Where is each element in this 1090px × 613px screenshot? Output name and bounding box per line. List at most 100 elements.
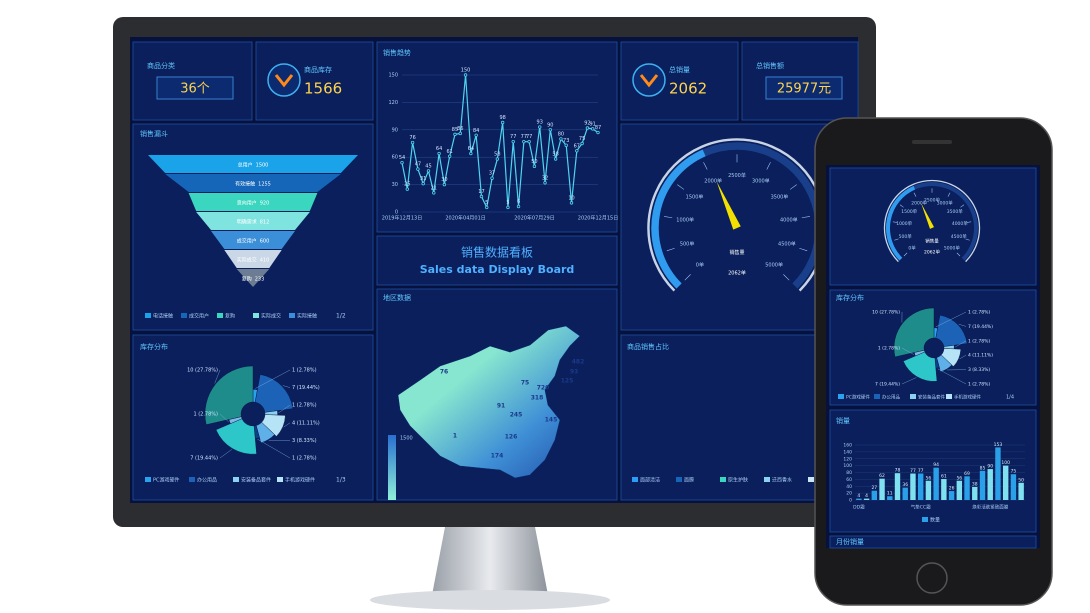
bar — [871, 490, 878, 500]
bar — [887, 496, 893, 500]
y-tick-label: 0 — [395, 210, 398, 216]
legend-swatch — [838, 394, 844, 399]
gauge-tick-label: 1000单 — [676, 216, 694, 223]
leader-line — [958, 324, 967, 327]
leader-line — [955, 340, 967, 348]
data-label: 64 — [468, 146, 474, 152]
panel-title: 地区数据 — [383, 293, 411, 302]
legend-swatch — [181, 313, 187, 318]
point — [495, 157, 500, 161]
slice-label: 1 (2.78%) — [968, 382, 990, 388]
gauge-tick — [783, 274, 790, 281]
kpi-label: 总销售额 — [756, 61, 784, 70]
stage-name: 成交用户 — [237, 237, 257, 244]
gauge-tick — [677, 184, 685, 190]
data-label: 93 — [537, 120, 543, 126]
gauge-tick-label: 0单 — [908, 244, 916, 251]
point — [591, 127, 595, 131]
legend-label: PC游戏硬件 — [153, 477, 180, 484]
point — [500, 120, 505, 125]
legend-label: 安装备品套件 — [918, 394, 945, 401]
map-label: 245 — [510, 412, 523, 419]
gauge-tick-label: 2000单 — [911, 199, 927, 206]
point — [585, 126, 590, 130]
bar — [995, 447, 1001, 500]
home-button[interactable] — [916, 562, 948, 594]
panel-title: 销量 — [836, 416, 850, 425]
kpi-label: 总销量 — [669, 65, 690, 74]
data-label: 84 — [473, 128, 479, 134]
slice-label: 7 (19.44%) — [875, 382, 900, 388]
panel — [829, 409, 1037, 533]
data-label: 26 — [949, 486, 955, 492]
y-tick-label: 30 — [392, 182, 398, 188]
leader-line — [901, 377, 917, 385]
funnel-label: 有效接触 1255 — [235, 180, 271, 187]
data-label: 32 — [542, 175, 548, 181]
gauge-tick — [894, 238, 899, 241]
y-tick-label: 120 — [843, 456, 852, 462]
legend-swatch — [808, 477, 814, 482]
gauge-tick — [903, 252, 908, 257]
data-label: 25 — [404, 182, 410, 188]
slice-label: 7 (19.44%) — [190, 456, 218, 462]
data-label: 85 — [980, 465, 986, 471]
leader-line — [937, 368, 967, 385]
data-label: 98 — [499, 115, 505, 121]
point — [437, 151, 441, 156]
panel — [132, 334, 374, 501]
data-label: 67 — [574, 143, 580, 149]
gauge-tick — [664, 216, 673, 219]
gauge-needle — [716, 181, 741, 230]
point — [474, 133, 478, 137]
gauge-tick-label: 4000单 — [780, 216, 798, 223]
point — [410, 140, 415, 145]
stage-value: 233 — [255, 276, 265, 282]
gauge-name: 销售量 — [925, 238, 939, 245]
kpi-value: 2062 — [669, 80, 707, 98]
data-label: 56 — [956, 475, 962, 481]
bar — [925, 480, 932, 500]
legend-label: 手机游戏硬件 — [285, 477, 315, 484]
x-tick-label: 气垫CC霜 — [911, 504, 931, 511]
bar — [964, 476, 970, 500]
data-label: 75 — [1011, 469, 1017, 475]
data-label: 30 — [441, 177, 447, 183]
data-label: 150 — [461, 68, 471, 74]
slice — [893, 307, 935, 358]
leader-line — [257, 439, 291, 459]
bar — [956, 480, 963, 500]
funnel-stage — [196, 212, 310, 230]
gauge-tick — [703, 162, 708, 170]
point — [564, 143, 568, 148]
data-label: 61 — [941, 474, 947, 480]
bar — [917, 473, 924, 500]
gauge-tick-label: 2500单 — [924, 196, 940, 203]
data-label: 94 — [933, 462, 939, 468]
bar — [910, 473, 916, 500]
map-label: 1 — [453, 433, 457, 440]
legend-label: 面部清洁 — [640, 477, 660, 484]
kpi-value: 1566 — [304, 80, 342, 98]
panel-title: 商品销售占比 — [627, 342, 669, 351]
y-tick-label: 90 — [392, 127, 398, 133]
legend-swatch — [764, 477, 770, 482]
legend-swatch — [720, 477, 726, 482]
point — [485, 205, 489, 210]
panel-title: 库存分布 — [140, 342, 168, 351]
data-label: 47 — [415, 162, 421, 168]
map-scale — [388, 435, 396, 500]
stage-value: 1255 — [258, 181, 271, 187]
data-label: 62 — [879, 473, 885, 479]
speaker — [912, 140, 952, 144]
legend-label: 手机游戏硬件 — [954, 394, 981, 401]
point — [580, 141, 584, 146]
point — [553, 157, 558, 161]
stage-value: 920 — [260, 200, 270, 206]
legend-swatch — [253, 313, 259, 318]
kpi-box — [765, 76, 843, 100]
funnel-stage — [188, 193, 318, 211]
kpi-box — [156, 76, 234, 100]
